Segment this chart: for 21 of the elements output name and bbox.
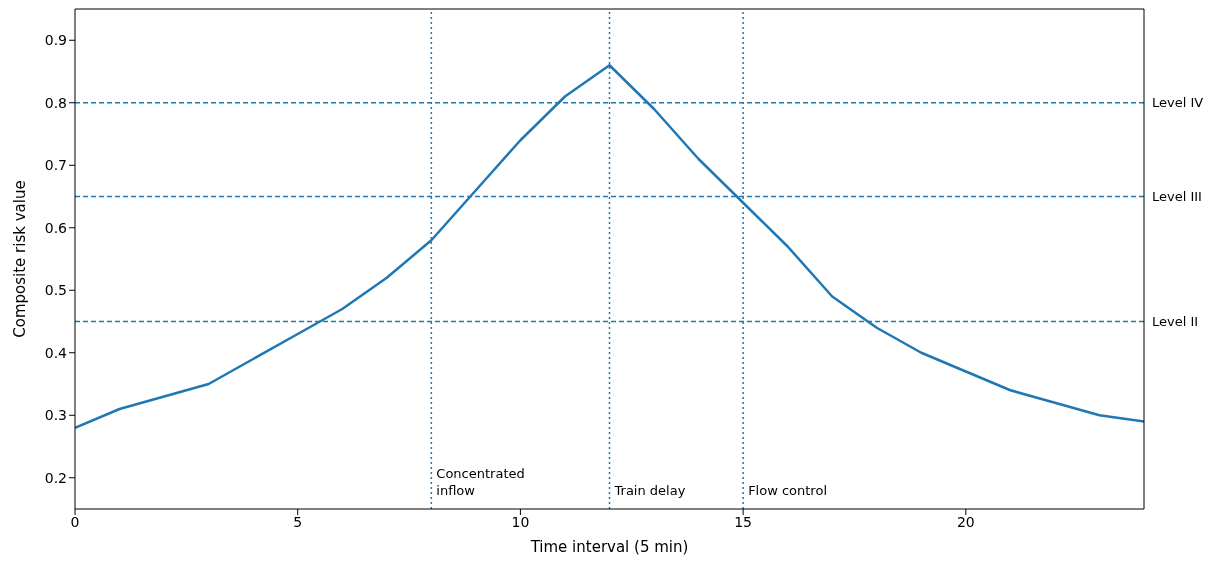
y-tick-label: 0.7	[44, 157, 67, 174]
ref-line-label: Concentrated inflow	[436, 466, 525, 498]
ref-line-label: Level IV	[1152, 94, 1204, 110]
y-tick-label: 0.4	[44, 344, 68, 361]
x-tick-label: 10	[511, 513, 530, 530]
y-tick-label: 0.9	[44, 32, 67, 49]
x-tick-label: 5	[293, 513, 303, 530]
ref-line-label: Level II	[1152, 313, 1199, 329]
y-axis-title: Composite risk value	[11, 180, 30, 338]
y-tick-label: 0.2	[44, 469, 67, 486]
y-tick-label: 0.8	[44, 94, 67, 111]
y-tick-label: 0.5	[44, 282, 67, 299]
y-tick-label: 0.6	[44, 219, 68, 236]
y-tick-label: 0.3	[44, 407, 67, 424]
x-tick-label: 15	[734, 513, 753, 530]
x-axis-title: Time interval (5 min)	[529, 538, 689, 556]
ref-line-label: Level III	[1152, 188, 1202, 204]
ref-line-label: Train delay	[613, 483, 686, 498]
ref-line-label: Flow control	[748, 483, 827, 498]
x-tick-label: 0	[70, 513, 80, 530]
x-tick-label: 20	[956, 513, 975, 530]
